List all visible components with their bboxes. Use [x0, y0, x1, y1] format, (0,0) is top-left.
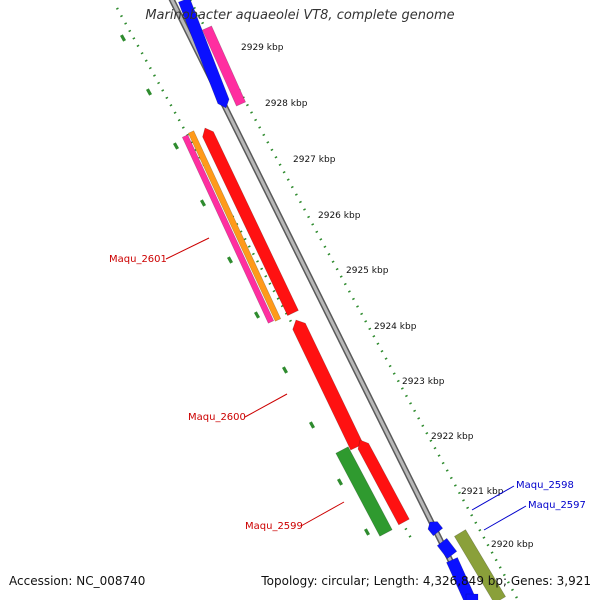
gene-bar-blue-upper: [178, 0, 230, 109]
gene-label: Maqu_2600: [188, 412, 246, 423]
gene-bar-olive: [454, 529, 506, 600]
kbp-tick-label: 2923 kbp: [402, 377, 445, 387]
gene-bar-maqu-2600: [292, 319, 364, 451]
gene-label-leader: [165, 237, 210, 260]
kbp-tick-label: 2927 kbp: [293, 155, 336, 165]
kbp-tick-label: 2929 kbp: [241, 43, 284, 53]
gene-bar-blue-small: [427, 521, 444, 537]
map-title: Marinobacter aquaeolei VT8, complete gen…: [145, 8, 455, 23]
inner-major-tick: [172, 142, 180, 150]
genome-summary-text: Topology: circular; Length: 4,326,849 bp…: [261, 574, 591, 588]
gene-bar-magenta-upper: [202, 25, 246, 107]
gene-label-leader: [471, 485, 515, 511]
gene-label-leader: [300, 501, 345, 527]
gene-label-leader: [244, 393, 288, 418]
gene-bar-maqu-2599-red: [357, 439, 410, 526]
gene-bar-blue-edge: [465, 593, 479, 600]
kbp-tick-label: 2928 kbp: [265, 99, 308, 109]
accession-text: Accession: NC_008740: [9, 574, 146, 588]
outer-tick-ruler: [188, 0, 520, 600]
inner-major-tick: [336, 478, 344, 486]
kbp-tick-label: 2921 kbp: [461, 487, 504, 497]
inner-major-tick: [308, 421, 316, 429]
gene-bar-maqu-2601-orange: [187, 130, 282, 322]
inner-major-tick: [119, 34, 127, 42]
gene-label: Maqu_2599: [245, 521, 303, 532]
gene-bar-maqu-2599-green: [335, 446, 393, 537]
kbp-tick-label: 2924 kbp: [374, 322, 417, 332]
kbp-tick-label: 2925 kbp: [346, 266, 389, 276]
gene-label: Maqu_2601: [109, 254, 167, 265]
kbp-tick-label: 2926 kbp: [318, 211, 361, 221]
gene-label-leader: [483, 505, 527, 531]
kbp-tick-label: 2922 kbp: [431, 432, 474, 442]
kbp-tick-label: 2920 kbp: [491, 540, 534, 550]
inner-major-tick: [253, 311, 261, 319]
inner-major-tick: [363, 528, 371, 536]
gene-bar-maqu-2601-red: [202, 127, 299, 316]
inner-major-tick: [281, 366, 289, 374]
inner-major-tick: [145, 88, 153, 96]
gene-label: Maqu_2597: [528, 500, 586, 511]
inner-major-tick: [199, 199, 207, 207]
gene-bar-blue-small-2: [436, 537, 458, 560]
gene-bar-maqu-2601-magenta: [181, 134, 275, 324]
inner-major-tick: [226, 256, 234, 264]
gene-label: Maqu_2598: [516, 480, 574, 491]
